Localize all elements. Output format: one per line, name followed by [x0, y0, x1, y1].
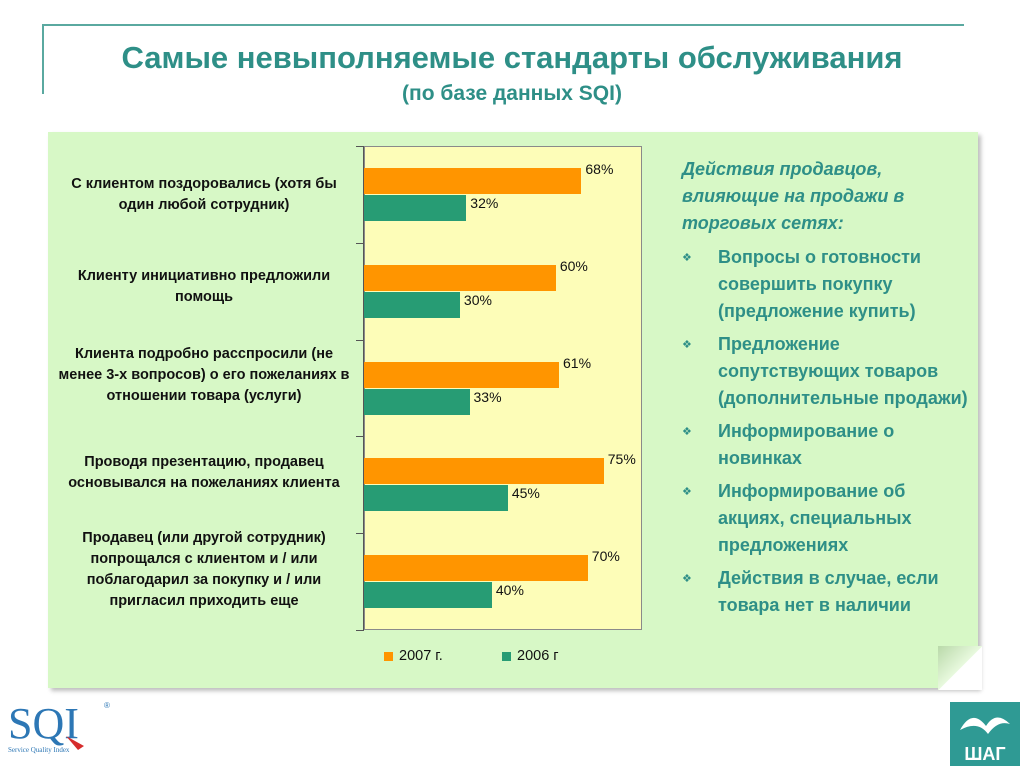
category-label: Клиента подробно расспросили (не менее 3… — [58, 346, 350, 404]
diamond-dots-icon: ❖ — [682, 339, 692, 351]
legend-item-2007: 2007 г. — [384, 648, 443, 664]
legend-swatch-2006 — [502, 651, 511, 661]
chart-plot-area — [364, 146, 642, 630]
legend-swatch-2007 — [384, 651, 393, 661]
bar-2007 — [364, 168, 582, 194]
list-item-text: Информирование об акциях, специальных пр… — [718, 481, 912, 555]
shag-logo: ШАГ — [950, 702, 1020, 766]
data-label: 40% — [495, 582, 524, 598]
data-label: 68% — [585, 161, 614, 177]
axis-tick — [356, 243, 364, 244]
legend-label-2006: 2006 г — [517, 648, 559, 664]
shag-logo-text: ШАГ — [964, 744, 1005, 764]
page-curl-decoration — [938, 646, 982, 690]
bar-2007 — [364, 458, 604, 484]
list-item-text: Вопросы о готовности совершить покупку (… — [718, 247, 921, 321]
bar-2007 — [364, 362, 560, 388]
list-item: ❖ Вопросы о готовности совершить покупку… — [682, 244, 972, 325]
sqi-logo: SQI ® Service Quality Index — [8, 699, 110, 754]
sqi-logo-mark: ® — [104, 701, 110, 710]
diamond-dots-icon: ❖ — [682, 486, 692, 498]
legend-item-2006: 2006 г — [502, 648, 559, 664]
bar-2006 — [364, 195, 467, 221]
category-label: Клиенту инициативно предложили помощь — [77, 268, 331, 305]
bar-2006 — [364, 389, 470, 415]
data-label: 45% — [511, 485, 540, 501]
shag-logo-background — [950, 702, 1020, 766]
axis-tick — [356, 146, 364, 147]
data-label: 33% — [473, 389, 502, 405]
bar-2007 — [364, 555, 588, 581]
bar-2006 — [364, 582, 492, 608]
diamond-dots-icon: ❖ — [682, 252, 692, 264]
data-label: 61% — [563, 355, 592, 371]
list-item-text: Предложение сопутствующих товаров (допол… — [718, 334, 968, 408]
bar-2007 — [364, 265, 556, 291]
list-item: ❖ Информирование об акциях, специальных … — [682, 478, 972, 559]
category-label: С клиентом поздоровались (хотя бы один л… — [71, 176, 337, 213]
axis-tick — [356, 533, 364, 534]
bar-2006 — [364, 485, 508, 511]
list-item-text: Информирование о новинках — [718, 421, 895, 468]
category-label: Проводя презентацию, продавец основывалс… — [68, 454, 340, 491]
sqi-logo-tail — [66, 736, 84, 750]
list-item: ❖ Предложение сопутствующих товаров (доп… — [682, 331, 972, 412]
data-label: 60% — [559, 258, 588, 274]
category-label: Продавец (или другой сотрудник) попрощал… — [82, 530, 326, 609]
side-bullet-list: ❖ Вопросы о готовности совершить покупку… — [682, 244, 972, 625]
diamond-dots-icon: ❖ — [682, 573, 692, 585]
data-label: 75% — [607, 451, 636, 467]
title-frame-top — [42, 24, 964, 26]
slide-title: Самые невыполняемые стандарты обслуживан… — [121, 40, 903, 75]
wings-icon — [960, 717, 1010, 734]
legend-label-2007: 2007 г. — [399, 648, 443, 664]
diamond-dots-icon: ❖ — [682, 426, 692, 438]
axis-tick — [356, 436, 364, 437]
side-heading: Действия продавцов, влияющие на продажи … — [682, 159, 905, 233]
axis-tick — [356, 340, 364, 341]
slide-subtitle: (по базе данных SQI) — [402, 82, 622, 105]
list-item: ❖ Информирование о новинках — [682, 418, 972, 472]
axis-tick — [356, 630, 364, 631]
data-label: 70% — [591, 548, 620, 564]
data-label: 30% — [463, 292, 492, 308]
sqi-logo-text: SQI — [8, 699, 79, 748]
bar-2006 — [364, 292, 460, 318]
chart-category-axis — [363, 146, 364, 630]
title-frame-left — [42, 24, 44, 94]
list-item-text: Действия в случае, если товара нет в нал… — [718, 568, 939, 615]
data-label: 32% — [470, 195, 499, 211]
sqi-logo-tagline: Service Quality Index — [8, 746, 70, 754]
list-item: ❖ Действия в случае, если товара нет в н… — [682, 565, 972, 619]
